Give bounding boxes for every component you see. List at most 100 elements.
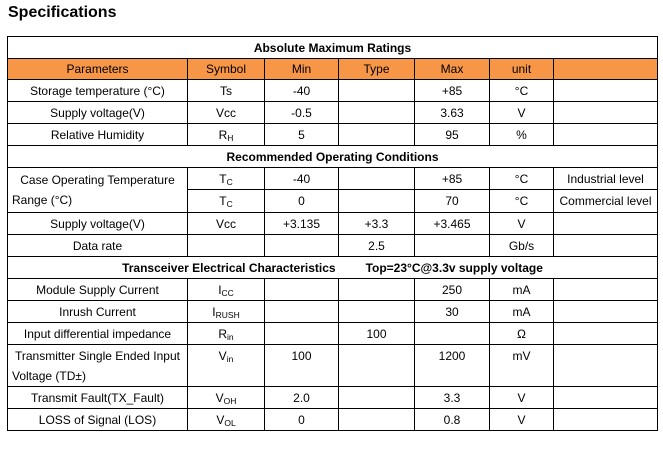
table-cell: 0 [264, 408, 339, 431]
table-cell: 70 [414, 189, 490, 213]
table-cell: 1200 [414, 344, 490, 387]
table-row: TC 0 70 °C Commercial level [8, 189, 658, 213]
table-cell [553, 101, 658, 124]
table-cell [553, 322, 658, 345]
table-cell [553, 212, 658, 235]
table-cell: TC [187, 189, 265, 213]
table-cell: 3.3 [414, 386, 490, 409]
table-cell: 2.5 [338, 234, 415, 257]
table-cell [338, 167, 415, 190]
table-cell: Vcc [187, 101, 265, 124]
table-cell: -0.5 [264, 101, 339, 124]
table-cell [187, 234, 265, 257]
table-cell: mV [489, 344, 554, 387]
table-row: LOSS of Signal (LOS) VOL 0 0.8 V [7, 408, 658, 431]
table-cell: °C [489, 189, 554, 213]
table-cell [553, 234, 658, 257]
column-header: unit [489, 58, 554, 80]
table-cell: Data rate [7, 234, 188, 257]
table-cell: 5 [264, 123, 339, 146]
page-title: Specifications [8, 4, 117, 21]
table-cell: Ω [489, 322, 554, 345]
table-cell: 0 [264, 189, 339, 213]
table-cell: V [489, 212, 554, 235]
table-cell [264, 322, 339, 345]
table-cell: Rin [187, 322, 265, 345]
table-cell: 100 [264, 344, 339, 387]
table-row: Transmit Fault(TX_Fault) VOH 2.0 3.3 V [7, 386, 658, 409]
table-cell: Input differential impedance [7, 322, 188, 345]
table-cell: -40 [264, 167, 339, 190]
table-row: Transmitter Single Ended Input Voltage (… [7, 344, 658, 387]
table-cell [264, 234, 339, 257]
table-row: Input differential impedance Rin 100 Ω [7, 322, 658, 345]
table-row: Relative Humidity RH 5 95% [7, 123, 658, 146]
spec-table: Absolute Maximum Ratings Parameters Symbol… [7, 36, 658, 431]
table-cell [414, 322, 490, 345]
column-header: Max [414, 58, 490, 80]
table-cell: TC [187, 167, 265, 190]
table-cell [338, 278, 415, 301]
column-header: Min [264, 58, 339, 80]
table-cell: Vcc [187, 212, 265, 235]
table-row: Transceiver Electrical Characteristics To… [7, 256, 658, 279]
table-cell: +85 [414, 167, 490, 190]
table-cell: Vin [187, 344, 265, 387]
table-cell: +3.135 [264, 212, 339, 235]
table-row: Storage temperature (°C) Ts -40 +85 °C [7, 79, 658, 102]
table-cell: Supply voltage(V) [7, 212, 188, 235]
table-row: Data rate 2.5 Gb/s [7, 234, 658, 257]
table-cell [414, 234, 490, 257]
table-cell [553, 344, 658, 387]
table-cell: RH [187, 123, 265, 146]
table-cell: IRUSH [187, 300, 265, 323]
table-row: Supply voltage(V) Vcc +3.135 +3.3 +3.465 V [7, 212, 658, 235]
table-cell: Storage temperature (°C) [7, 79, 188, 102]
table-cell [553, 123, 658, 146]
table-cell: V [489, 386, 554, 409]
table-cell [553, 386, 658, 409]
table-cell: Inrush Current [7, 300, 188, 323]
table-cell: Case Operating Temperature Range (°C) [7, 167, 188, 213]
table-cell: -40 [264, 79, 339, 102]
table-cell: mA [489, 278, 554, 301]
table-row: Case Operating Temperature Range (°C) TC -… [7, 167, 658, 213]
table-cell: Commercial level [553, 189, 658, 213]
table-cell [338, 101, 415, 124]
table-row: Absolute Maximum Ratings [7, 36, 658, 59]
table-row: Supply voltage(V) Vcc -0.5 3.63 V [7, 101, 658, 124]
table-row: Recommended Operating Conditions [7, 145, 658, 168]
table-cell: +3.3 [338, 212, 415, 235]
table-cell: 250 [414, 278, 490, 301]
table-row: Module Supply Current ICC 250 mA [7, 278, 658, 301]
table-cell: 0.8 [414, 408, 490, 431]
table-cell: VOH [187, 386, 265, 409]
table-cell [338, 300, 415, 323]
table-cell: % [489, 123, 554, 146]
column-header: Parameters [7, 58, 188, 80]
table-cell [338, 344, 415, 387]
table-cell: 100 [338, 322, 415, 345]
table-cell [553, 300, 658, 323]
table-cell: Relative Humidity [7, 123, 188, 146]
section-title: Recommended Operating Conditions [7, 145, 658, 168]
table-cell [338, 79, 415, 102]
table-cell: Gb/s [489, 234, 554, 257]
table-cell: °C [489, 167, 554, 190]
table-cell [264, 278, 339, 301]
column-header: Type [338, 58, 415, 80]
table-cell [553, 79, 658, 102]
table-row: Inrush Current IRUSH 30 mA [7, 300, 658, 323]
table-cell: Transmitter Single Ended Input Voltage (… [7, 344, 188, 387]
table-cell [553, 408, 658, 431]
table-cell: 2.0 [264, 386, 339, 409]
table-cell: 3.63 [414, 101, 490, 124]
table-cell: Supply voltage(V) [7, 101, 188, 124]
table-cell: Ts [187, 79, 265, 102]
table-cell: mA [489, 300, 554, 323]
table-cell: 95 [414, 123, 490, 146]
table-row: Parameters Symbol Min Type Max unit [7, 58, 658, 80]
table-cell: V [489, 408, 554, 431]
table-cell: ICC [187, 278, 265, 301]
